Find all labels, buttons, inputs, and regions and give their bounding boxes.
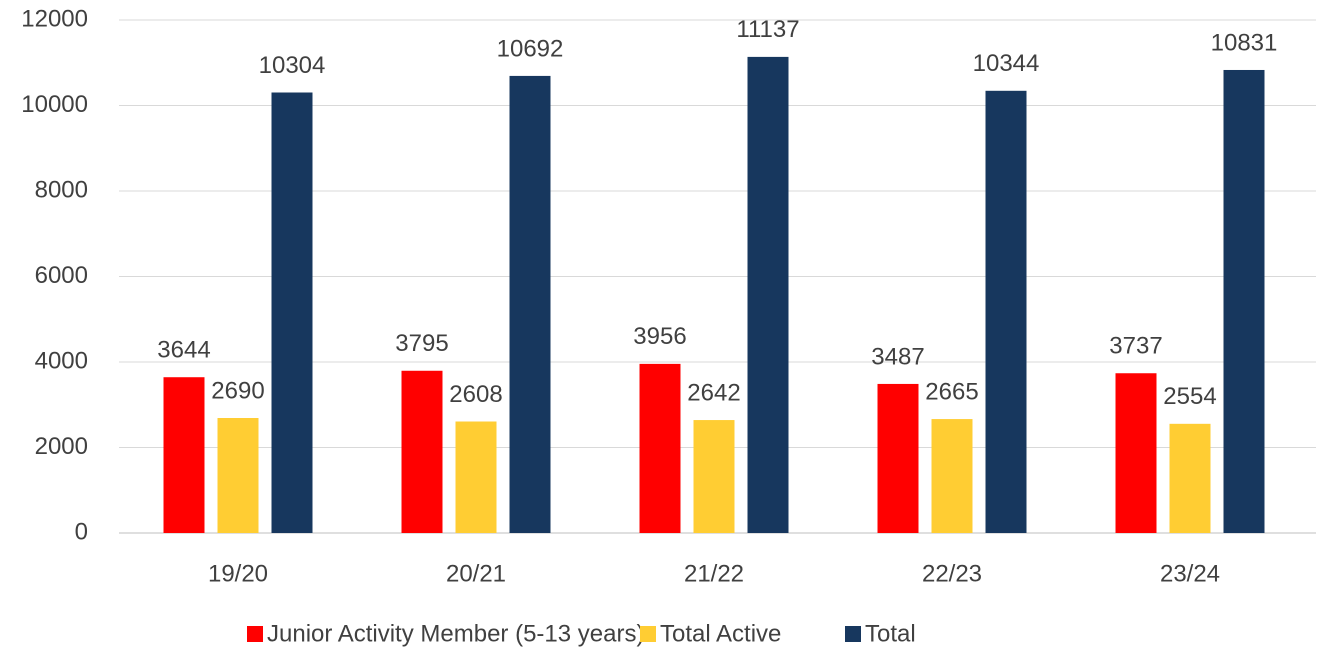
y-tick-label: 6000 bbox=[35, 262, 88, 289]
bar bbox=[217, 418, 259, 533]
x-tick-label: 23/24 bbox=[1160, 560, 1220, 587]
bar bbox=[747, 56, 789, 533]
y-tick-label: 4000 bbox=[35, 347, 88, 374]
bar bbox=[163, 377, 205, 533]
bar bbox=[1223, 69, 1265, 534]
bar bbox=[693, 420, 735, 533]
y-tick-label: 0 bbox=[75, 518, 88, 545]
bar bbox=[1169, 423, 1211, 533]
bar bbox=[455, 421, 497, 533]
data-label: 3644 bbox=[157, 337, 210, 364]
legend-swatch bbox=[640, 626, 656, 642]
data-label: 10831 bbox=[1211, 29, 1278, 56]
y-tick-label: 10000 bbox=[21, 91, 88, 118]
bar bbox=[271, 92, 313, 533]
data-label: 3487 bbox=[871, 343, 924, 370]
data-label: 2690 bbox=[211, 377, 264, 404]
x-tick-label: 20/21 bbox=[446, 560, 506, 587]
data-label: 2665 bbox=[925, 378, 978, 405]
x-tick-label: 22/23 bbox=[922, 560, 982, 587]
bar bbox=[1115, 373, 1157, 533]
legend-label: Total Active bbox=[660, 620, 781, 647]
data-label: 10692 bbox=[497, 35, 564, 62]
y-tick-label: 2000 bbox=[35, 433, 88, 460]
data-label: 2554 bbox=[1163, 383, 1216, 410]
x-tick-label: 19/20 bbox=[208, 560, 268, 587]
data-label: 3737 bbox=[1109, 333, 1162, 360]
legend-label: Junior Activity Member (5-13 years) bbox=[267, 620, 644, 647]
legend-swatch bbox=[845, 626, 861, 642]
bar bbox=[931, 419, 973, 533]
bar bbox=[509, 75, 551, 534]
data-label: 11137 bbox=[736, 16, 799, 43]
bar bbox=[401, 370, 443, 533]
data-label: 3795 bbox=[395, 330, 448, 357]
legend-label: Total bbox=[865, 620, 916, 647]
bar bbox=[639, 363, 681, 533]
data-label: 2608 bbox=[449, 381, 502, 408]
y-tick-label: 12000 bbox=[21, 5, 88, 32]
data-label: 2642 bbox=[687, 379, 740, 406]
bar bbox=[985, 90, 1027, 533]
y-tick-label: 8000 bbox=[35, 176, 88, 203]
bar bbox=[877, 383, 919, 533]
x-tick-label: 21/22 bbox=[684, 560, 744, 587]
data-label: 10304 bbox=[259, 52, 326, 79]
legend-swatch bbox=[247, 626, 263, 642]
data-label: 3956 bbox=[633, 323, 686, 350]
data-label: 10344 bbox=[973, 50, 1040, 77]
